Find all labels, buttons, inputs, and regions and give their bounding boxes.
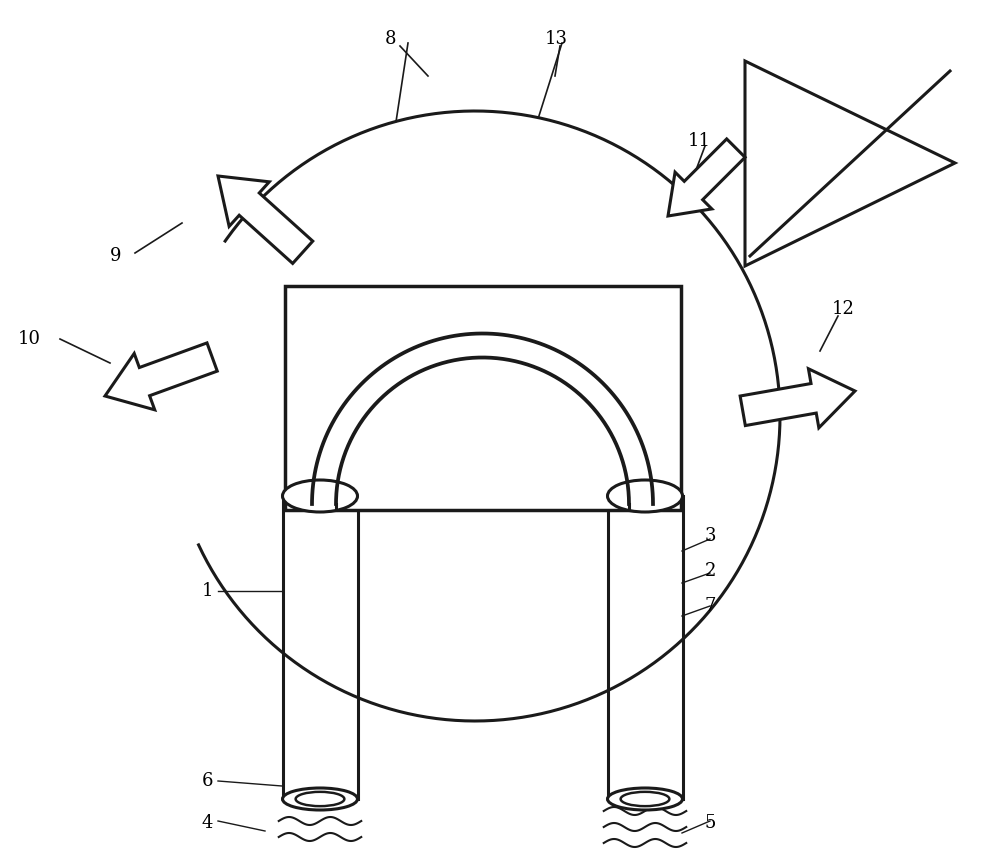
Polygon shape (218, 176, 313, 264)
Ellipse shape (608, 788, 682, 810)
Text: 10: 10 (18, 330, 41, 348)
Text: 11: 11 (688, 132, 711, 150)
Text: 4: 4 (202, 814, 213, 832)
Polygon shape (745, 61, 955, 266)
Text: 3: 3 (705, 527, 716, 545)
Ellipse shape (296, 791, 344, 806)
Ellipse shape (608, 480, 682, 512)
Ellipse shape (283, 480, 358, 512)
Text: 6: 6 (202, 772, 214, 790)
Polygon shape (740, 368, 855, 428)
Bar (285, 286, 680, 510)
Text: 2: 2 (705, 562, 716, 580)
Text: 8: 8 (385, 30, 396, 48)
Text: 12: 12 (832, 300, 855, 318)
Ellipse shape (283, 788, 358, 810)
Text: 5: 5 (705, 814, 716, 832)
Text: 13: 13 (545, 30, 568, 48)
Polygon shape (105, 343, 217, 410)
Polygon shape (668, 139, 745, 216)
Text: 9: 9 (110, 247, 122, 265)
Text: 1: 1 (202, 582, 214, 600)
Ellipse shape (621, 791, 669, 806)
Text: 7: 7 (705, 597, 716, 615)
